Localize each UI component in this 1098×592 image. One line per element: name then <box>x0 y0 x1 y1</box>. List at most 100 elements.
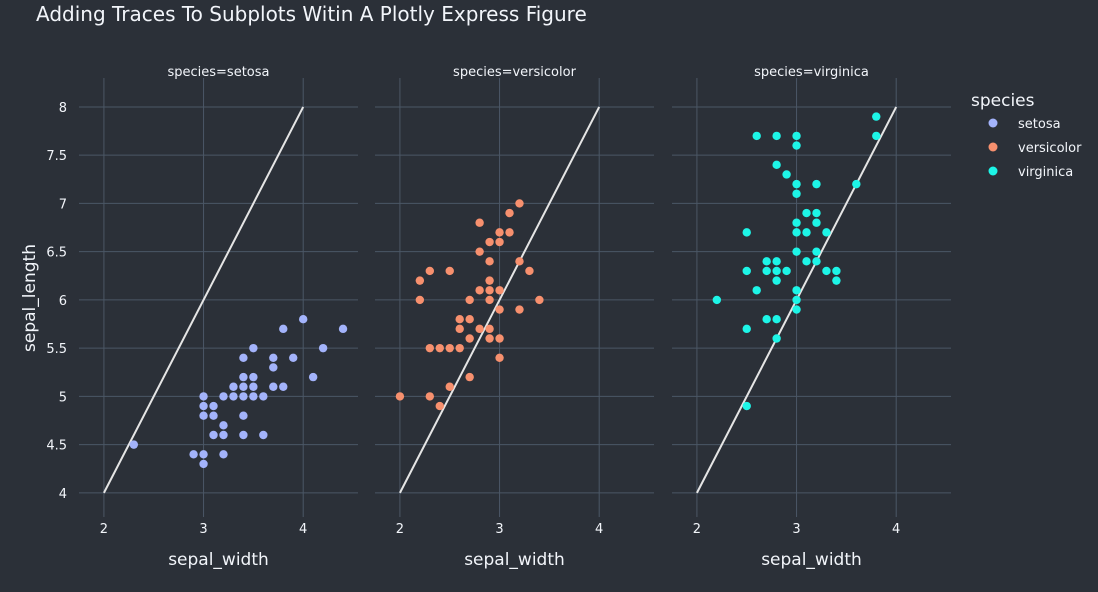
data-point-virginica <box>792 305 801 314</box>
data-point-setosa <box>249 392 258 401</box>
subplot-versicolor: species=versicolor 2 3 4 sepal_width <box>375 65 654 570</box>
data-point-virginica <box>852 179 861 189</box>
trend-line <box>399 106 601 494</box>
legend-marker <box>988 118 998 128</box>
data-point-virginica <box>772 131 781 141</box>
x-tick-label: 4 <box>892 522 900 537</box>
data-point-setosa <box>318 343 328 353</box>
legend-item-virginica[interactable]: virginica <box>988 165 1074 180</box>
data-point-versicolor <box>475 247 484 256</box>
data-point-virginica <box>802 208 811 218</box>
data-point-versicolor <box>515 199 524 208</box>
y-tick-label: 4 <box>59 487 67 502</box>
data-point-versicolor <box>535 295 544 305</box>
x-tick-label: 4 <box>595 522 603 537</box>
data-point-versicolor <box>485 324 494 334</box>
data-point-setosa <box>199 392 208 401</box>
data-point-virginica <box>792 228 801 237</box>
data-point-setosa <box>269 363 278 372</box>
data-point-versicolor <box>485 257 494 266</box>
data-point-virginica <box>812 218 821 227</box>
data-point-versicolor <box>455 315 464 324</box>
data-point-virginica <box>812 179 821 189</box>
legend-item-setosa[interactable]: setosa <box>988 117 1061 132</box>
data-point-setosa <box>269 382 278 391</box>
data-point-virginica <box>812 208 821 218</box>
data-point-setosa <box>199 401 208 411</box>
data-point-virginica <box>742 401 751 411</box>
chart-title: Adding Traces To Subplots Witin A Plotly… <box>36 2 587 26</box>
data-point-versicolor <box>495 237 504 247</box>
data-point-virginica <box>772 276 781 285</box>
data-point-virginica <box>812 257 821 266</box>
x-axis-title: sepal_width <box>761 550 862 570</box>
data-point-versicolor <box>425 266 435 276</box>
data-point-virginica <box>782 170 791 179</box>
data-point-setosa <box>308 372 318 382</box>
data-point-setosa <box>239 392 248 401</box>
data-point-versicolor <box>515 305 524 314</box>
data-point-setosa <box>249 343 258 353</box>
data-point-setosa <box>219 430 228 440</box>
data-point-versicolor <box>505 208 514 218</box>
x-tick-label: 4 <box>299 522 307 537</box>
data-point-virginica <box>822 266 831 276</box>
x-tick-label: 3 <box>495 522 503 537</box>
data-point-virginica <box>832 266 841 276</box>
data-point-virginica <box>802 257 811 266</box>
data-point-versicolor <box>435 401 444 411</box>
subplot-virginica: species=virginica 2 3 4 sepal_width <box>672 65 951 570</box>
data-point-setosa <box>219 421 228 430</box>
data-point-virginica <box>792 286 801 295</box>
data-point-versicolor <box>485 286 494 295</box>
x-tick-label: 3 <box>792 522 800 537</box>
data-point-versicolor <box>465 334 474 343</box>
data-point-virginica <box>742 266 751 276</box>
data-point-versicolor <box>465 315 474 324</box>
y-tick-label: 7.5 <box>46 149 67 164</box>
data-point-versicolor <box>455 343 464 353</box>
data-point-virginica <box>772 266 781 276</box>
y-tick-label: 7 <box>59 197 67 212</box>
data-point-setosa <box>298 315 308 324</box>
subplot-title: species=virginica <box>754 65 869 80</box>
data-point-setosa <box>289 353 298 363</box>
data-point-virginica <box>872 112 881 121</box>
data-point-versicolor <box>425 392 435 401</box>
y-tick-label: 6.5 <box>46 246 67 261</box>
legend-marker <box>988 166 998 176</box>
y-tick-label: 6 <box>59 294 67 309</box>
data-point-setosa <box>279 324 288 334</box>
data-point-versicolor <box>415 276 425 285</box>
data-point-virginica <box>712 295 722 305</box>
data-point-virginica <box>762 257 771 266</box>
legend-label: setosa <box>1018 117 1061 132</box>
data-point-setosa <box>219 450 228 459</box>
data-point-versicolor <box>485 295 494 305</box>
data-point-setosa <box>279 382 288 391</box>
data-point-virginica <box>872 131 881 141</box>
data-point-virginica <box>742 228 751 237</box>
data-point-setosa <box>129 440 139 449</box>
data-point-virginica <box>792 179 801 189</box>
data-point-setosa <box>209 411 218 420</box>
data-point-setosa <box>229 392 238 401</box>
data-point-setosa <box>239 411 248 420</box>
legend-item-versicolor[interactable]: versicolor <box>988 141 1083 156</box>
x-tick-label: 2 <box>396 522 404 537</box>
data-point-virginica <box>782 266 791 276</box>
data-point-versicolor <box>475 324 484 334</box>
data-point-virginica <box>772 257 781 266</box>
x-tick-label: 3 <box>199 522 207 537</box>
data-point-setosa <box>239 430 248 440</box>
data-point-setosa <box>229 382 238 391</box>
data-point-virginica <box>762 266 771 276</box>
data-point-virginica <box>752 131 761 141</box>
subplot-setosa: species=setosa 2 3 4 sepal_width 4 4.5 5 5.5 6 6.5… <box>46 65 358 570</box>
y-tick-label: 4.5 <box>46 439 67 454</box>
x-axis-title: sepal_width <box>168 550 269 570</box>
data-point-setosa <box>199 450 208 459</box>
data-point-versicolor <box>495 334 504 343</box>
data-point-virginica <box>772 315 781 324</box>
